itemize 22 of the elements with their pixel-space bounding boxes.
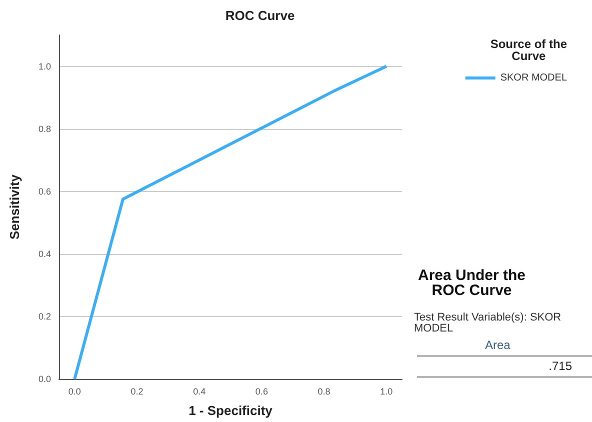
- y-tick-label: 0.8: [38, 124, 51, 134]
- text: .715: [548, 359, 572, 373]
- x-tick-label: 0.4: [193, 386, 206, 396]
- y-tick-label: 0.6: [38, 186, 51, 196]
- x-tick-label: 1.0: [380, 386, 393, 396]
- chart-title: ROC Curve: [225, 8, 295, 23]
- text: Area Under the ROC Curve: [418, 267, 526, 299]
- y-tick-label: 0.0: [38, 374, 51, 384]
- legend-label: SKOR MODEL: [500, 72, 568, 84]
- y-tick-label: 1.0: [38, 61, 51, 72]
- x-tick-label: 0.2: [130, 386, 144, 396]
- y-tick-label: 0.2: [38, 311, 51, 322]
- line-series: [73, 64, 388, 380]
- y-axis-title: Sensitivity: [7, 174, 22, 240]
- x-tick-label: 0.0: [68, 386, 81, 396]
- x-tick-label: 0.6: [255, 386, 268, 396]
- y-tick-label: 0.4: [38, 248, 51, 259]
- legend-title: Source of the Curve: [490, 37, 568, 63]
- text: Area: [485, 338, 511, 352]
- x-axis-title: 1 - Specificity: [188, 403, 274, 418]
- text: Test Result Variable(s): SKOR MODEL: [414, 312, 564, 334]
- x-tick-label: 0.8: [318, 386, 330, 396]
